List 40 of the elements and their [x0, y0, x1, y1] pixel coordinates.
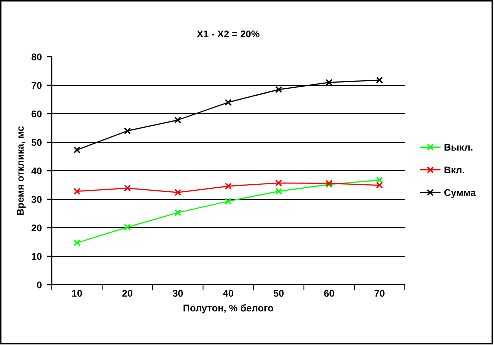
- point: [225, 99, 232, 106]
- y-tick-label: 60: [32, 110, 42, 118]
- point: [376, 76, 384, 84]
- point: [275, 180, 282, 187]
- point: [124, 224, 132, 231]
- point: [174, 189, 182, 196]
- x-tick-label: 70: [374, 290, 385, 297]
- legend-label: Вкл.: [444, 166, 464, 174]
- point: [74, 146, 81, 154]
- y-axis-title: Время отклика, мс: [17, 126, 26, 216]
- x-tick-label: 20: [122, 290, 133, 297]
- x-tick-label: 10: [72, 290, 82, 297]
- point: [376, 176, 384, 184]
- y-tick-label: 30: [32, 196, 42, 204]
- y-tick-label: 10: [32, 253, 42, 260]
- y-tick-label: 80: [32, 54, 42, 61]
- point: [275, 86, 282, 94]
- y-tick-label: 20: [32, 224, 42, 232]
- point: [124, 184, 132, 192]
- point: [225, 182, 232, 190]
- legend-label: Выкл.: [444, 144, 473, 151]
- point: [124, 128, 132, 135]
- x-tick-label: 50: [274, 290, 284, 297]
- y-tick-label: 40: [32, 168, 42, 175]
- point: [74, 188, 81, 195]
- y-tick-label: 50: [32, 139, 42, 146]
- chart-title: X1 - X2 = 20%: [197, 30, 260, 38]
- x-tick-label: 30: [172, 290, 184, 298]
- point: [174, 116, 182, 124]
- y-tick-label: 70: [32, 82, 42, 90]
- point: [225, 198, 232, 205]
- point: [275, 188, 282, 195]
- x-tick-label: 40: [223, 290, 234, 297]
- point: [376, 182, 384, 190]
- legend-label: Сумма: [444, 189, 476, 198]
- point: [74, 240, 81, 247]
- point: [174, 209, 182, 216]
- x-axis-title: Полутон, % белого: [184, 304, 274, 314]
- x-tick-label: 60: [324, 290, 334, 297]
- y-tick-label: 0: [37, 282, 42, 289]
